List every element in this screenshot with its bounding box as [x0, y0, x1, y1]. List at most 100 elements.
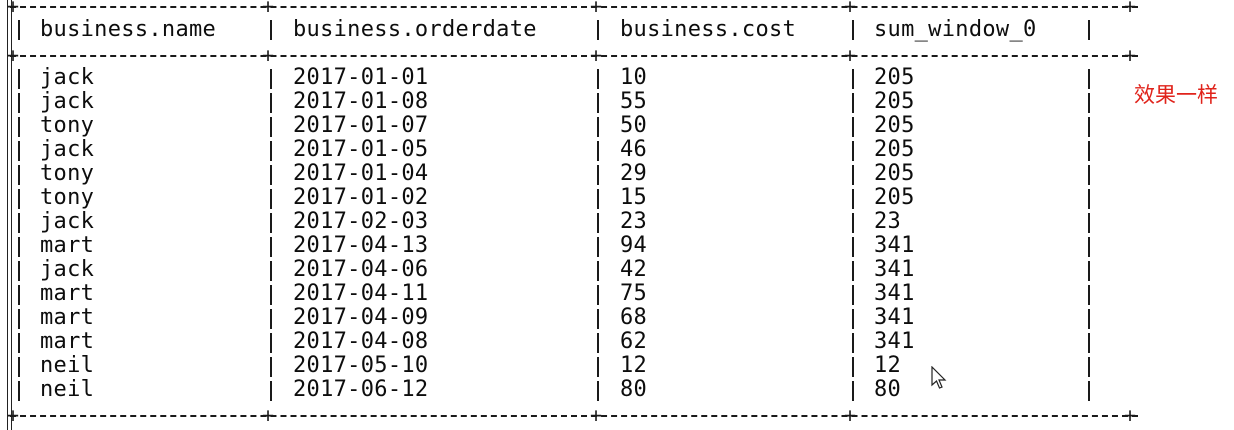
table-cell: 2017-04-08 — [293, 329, 429, 354]
column-divider — [597, 357, 599, 377]
table-separator-joint: + — [7, 0, 20, 18]
table-row: jack 2017-01-08 55 205 — [0, 90, 1234, 114]
table-cell: 205 — [874, 137, 915, 162]
table-cell: 2017-01-04 — [293, 161, 429, 186]
column-divider — [852, 141, 854, 161]
column-divider — [1088, 381, 1090, 401]
table-cell: 50 — [620, 113, 648, 138]
table-cell: 2017-01-08 — [293, 89, 429, 114]
table-row: jack 2017-02-03 23 23 — [0, 210, 1234, 234]
column-divider — [270, 165, 272, 185]
column-divider — [270, 141, 272, 161]
column-divider — [597, 93, 599, 113]
table-row: mart 2017-04-09 68 341 — [0, 306, 1234, 330]
column-divider — [852, 237, 854, 257]
table-cell: 42 — [620, 257, 648, 282]
column-divider — [18, 381, 20, 401]
table-cell: 12 — [874, 353, 902, 378]
table-row: tony 2017-01-07 50 205 — [0, 114, 1234, 138]
column-divider — [18, 333, 20, 353]
column-divider — [270, 285, 272, 305]
column-header: business.name — [40, 17, 217, 42]
table-cell: neil — [40, 353, 95, 378]
table-separator-joint: + — [844, 43, 857, 67]
table-separator-joint: + — [262, 0, 275, 18]
table-separator-line — [10, 415, 1138, 417]
table-cell: mart — [40, 281, 95, 306]
table-cell: neil — [40, 377, 95, 402]
column-divider — [597, 20, 599, 40]
table-cell: 23 — [620, 209, 648, 234]
table-cell: 341 — [874, 233, 915, 258]
table-cell: 55 — [620, 89, 648, 114]
table-row: jack 2017-04-06 42 341 — [0, 258, 1234, 282]
column-divider — [852, 333, 854, 353]
table-row: mart 2017-04-08 62 341 — [0, 330, 1234, 354]
table-cell: 2017-01-05 — [293, 137, 429, 162]
column-divider — [597, 189, 599, 209]
column-divider — [1088, 333, 1090, 353]
table-separator-joint: + — [844, 0, 857, 18]
column-divider — [270, 213, 272, 233]
column-divider — [270, 333, 272, 353]
table-cell: mart — [40, 233, 95, 258]
column-divider — [597, 141, 599, 161]
column-divider — [852, 213, 854, 233]
table-separator-line — [10, 55, 1138, 57]
table-separator-joint: + — [590, 43, 603, 67]
column-divider — [852, 165, 854, 185]
column-divider — [597, 333, 599, 353]
table-cell: 205 — [874, 89, 915, 114]
column-divider — [597, 69, 599, 89]
column-divider — [852, 309, 854, 329]
table-row: neil 2017-05-10 12 12 — [0, 354, 1234, 378]
table-row: mart 2017-04-13 94 341 — [0, 234, 1234, 258]
column-divider — [1088, 165, 1090, 185]
annotation-note: 效果一样 — [1134, 83, 1218, 107]
table-cell: 341 — [874, 329, 915, 354]
column-divider — [270, 261, 272, 281]
column-divider — [18, 309, 20, 329]
column-divider — [1088, 69, 1090, 89]
table-cell: 205 — [874, 65, 915, 90]
table-row: jack 2017-01-05 46 205 — [0, 138, 1234, 162]
column-divider — [852, 189, 854, 209]
column-divider — [597, 309, 599, 329]
column-divider — [597, 381, 599, 401]
table-cell: 80 — [620, 377, 648, 402]
column-divider — [852, 357, 854, 377]
column-divider — [18, 69, 20, 89]
column-divider — [270, 237, 272, 257]
table-cell: mart — [40, 329, 95, 354]
table-cell: 10 — [620, 65, 648, 90]
column-divider — [270, 93, 272, 113]
column-divider — [852, 93, 854, 113]
table-row: jack 2017-01-01 10 205 — [0, 66, 1234, 90]
table-cell: 2017-06-12 — [293, 377, 429, 402]
table-separator-joint: + — [590, 403, 603, 427]
table-cell: jack — [40, 89, 95, 114]
column-divider — [1088, 189, 1090, 209]
table-separator-joint: + — [844, 403, 857, 427]
column-divider — [852, 69, 854, 89]
column-divider — [852, 285, 854, 305]
column-divider — [1088, 117, 1090, 137]
table-cell: jack — [40, 209, 95, 234]
column-divider — [852, 20, 854, 40]
column-divider — [597, 237, 599, 257]
table-cell: 2017-02-03 — [293, 209, 429, 234]
table-cell: 341 — [874, 305, 915, 330]
column-divider — [18, 141, 20, 161]
table-row: mart 2017-04-11 75 341 — [0, 282, 1234, 306]
table-cell: 341 — [874, 257, 915, 282]
column-header: sum_window_0 — [874, 17, 1037, 42]
table-cell: 2017-01-07 — [293, 113, 429, 138]
table-cell: jack — [40, 65, 95, 90]
column-divider — [18, 20, 20, 40]
column-divider — [852, 261, 854, 281]
table-cell: 23 — [874, 209, 902, 234]
table-separator-joint: + — [1124, 0, 1137, 18]
column-divider — [270, 189, 272, 209]
column-divider — [270, 357, 272, 377]
